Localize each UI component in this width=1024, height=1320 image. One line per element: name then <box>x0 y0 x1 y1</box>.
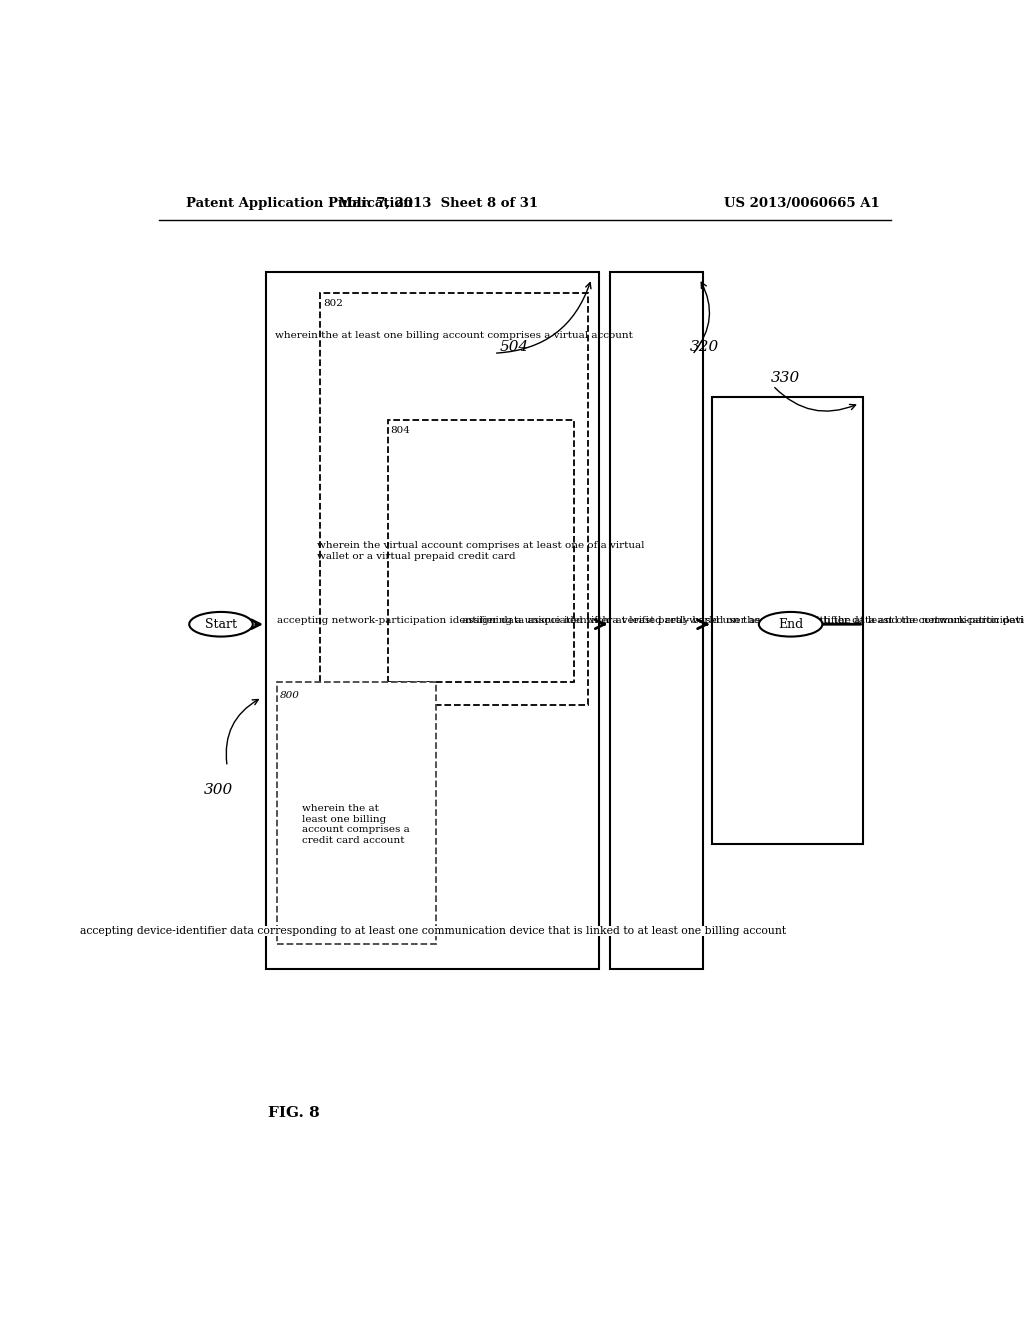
Text: assigning a unique identifier at least partly based on the device-identifier dat: assigning a unique identifier at least p… <box>462 616 1024 624</box>
Text: wherein the virtual account comprises at least one of a virtual
wallet or a virt: wherein the virtual account comprises at… <box>316 541 644 561</box>
Text: FIG. 8: FIG. 8 <box>267 1106 319 1121</box>
Ellipse shape <box>759 612 822 636</box>
Text: Patent Application Publication: Patent Application Publication <box>186 197 413 210</box>
Text: wherein the at least one billing account comprises a virtual account: wherein the at least one billing account… <box>275 331 633 341</box>
Text: wherein the at
least one billing
account comprises a
credit card account: wherein the at least one billing account… <box>302 804 411 845</box>
Text: Start: Start <box>205 618 237 631</box>
Text: 300: 300 <box>204 783 233 797</box>
Text: accepting device-identifier data corresponding to at least one communication dev: accepting device-identifier data corresp… <box>80 925 785 936</box>
Bar <box>388 420 573 682</box>
Text: 802: 802 <box>324 300 343 309</box>
Bar <box>266 272 599 969</box>
Text: 804: 804 <box>391 426 411 436</box>
Bar <box>610 272 703 969</box>
Bar <box>713 397 863 843</box>
Text: 504: 504 <box>500 341 529 354</box>
Bar <box>276 682 435 944</box>
Ellipse shape <box>189 612 253 636</box>
Text: Mar. 7, 2013  Sheet 8 of 31: Mar. 7, 2013 Sheet 8 of 31 <box>338 197 538 210</box>
Text: 320: 320 <box>690 341 719 354</box>
Text: End: End <box>778 618 803 631</box>
Text: 800: 800 <box>280 692 300 701</box>
Text: 330: 330 <box>771 371 801 385</box>
Bar <box>321 293 588 705</box>
Text: US 2013/0060665 A1: US 2013/0060665 A1 <box>724 197 880 210</box>
Text: accepting network-participation identifier data associated with a verified real-: accepting network-participation identifi… <box>276 616 1024 626</box>
